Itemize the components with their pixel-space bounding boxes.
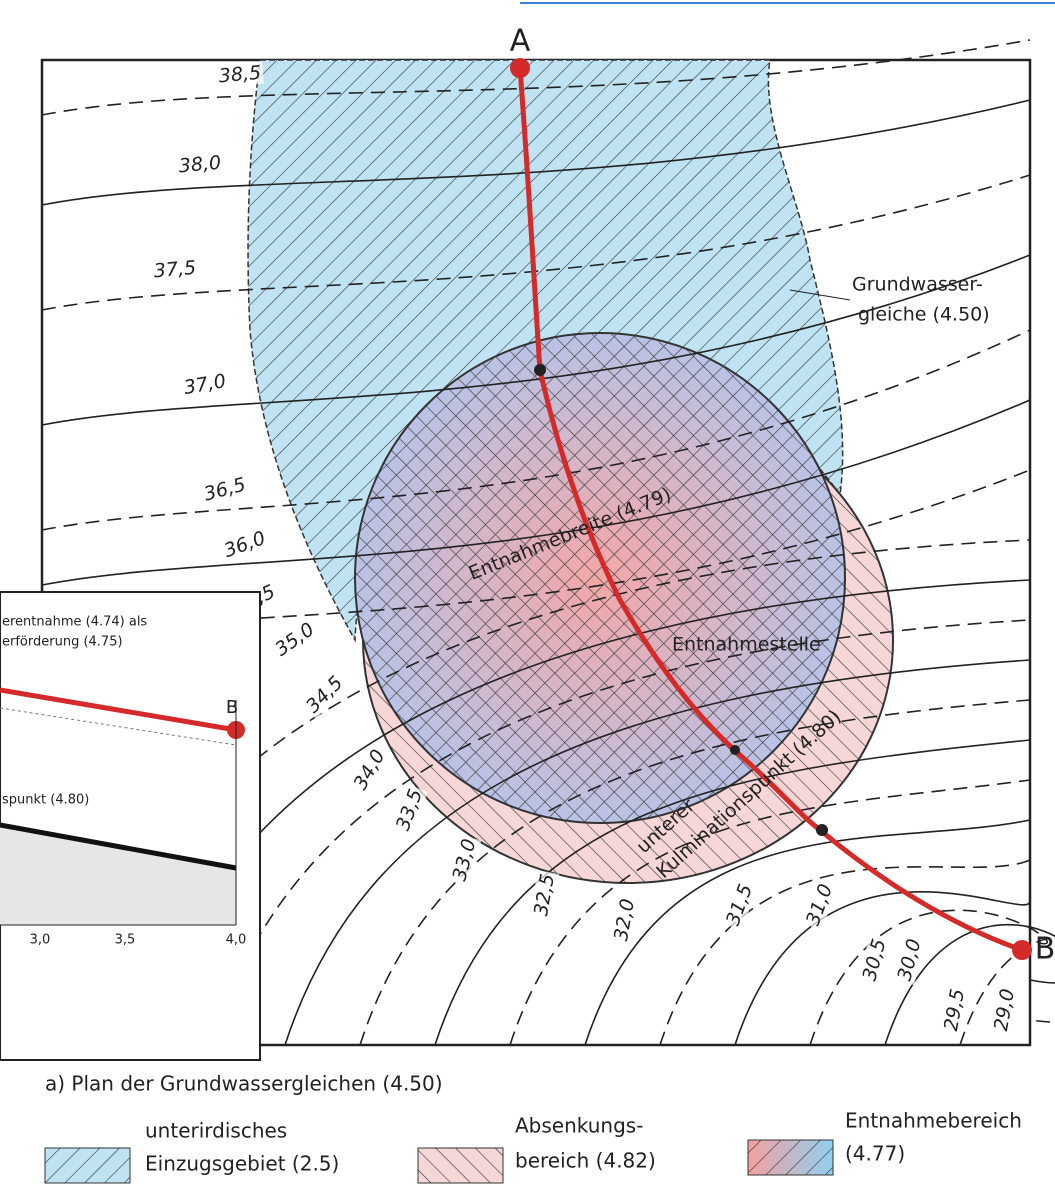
contour-label-bg: [447, 834, 482, 886]
point-label: A: [510, 24, 531, 59]
contour-label-bg: [529, 870, 560, 920]
legend-swatch: [418, 1148, 503, 1183]
legend-label: bereich (4.82): [515, 1149, 656, 1173]
inset-ground: [0, 707, 237, 746]
inset-section: [0, 687, 237, 733]
point-b: [1012, 940, 1032, 960]
legend-swatch: [45, 1148, 130, 1183]
contour: [41, 254, 1031, 426]
contour-label: 38,5: [218, 62, 262, 88]
junction: [534, 364, 546, 376]
contour-label-bg: [150, 256, 199, 283]
caption: a) Plan der Grundwassergleichen (4.50): [45, 1072, 443, 1096]
contour: [284, 659, 1031, 1046]
aquifer: [0, 825, 236, 925]
contour: [434, 739, 1031, 1046]
contour: [809, 909, 1048, 1046]
point-a: [510, 58, 530, 78]
annotation: Entnahmestelle: [672, 634, 821, 656]
contour-label-bg: [939, 985, 970, 1035]
inset-tick: 3,0: [30, 933, 51, 948]
contour-label: 38,0: [178, 152, 222, 178]
contour: [41, 39, 1031, 116]
inset-text: erentnahme (4.74) als: [2, 615, 147, 630]
inset-point-label: B: [226, 697, 238, 718]
contour: [659, 859, 1031, 1046]
section-line: [517, 67, 1023, 953]
inset-text: spunkt (4.80): [2, 793, 89, 808]
contour: [734, 891, 1031, 1046]
leader: [789, 289, 851, 301]
withdrawal-hatch-b: [355, 333, 845, 823]
legend-label: Absenkungs-: [515, 1114, 643, 1138]
legend-label: unterirdisches: [145, 1119, 287, 1143]
contour: [584, 819, 1031, 1046]
contour-label-bg: [609, 895, 640, 945]
contour-label-bg: [857, 934, 892, 986]
junction: [816, 824, 828, 836]
contour-label-bg: [219, 526, 271, 563]
legend-label: (4.77): [845, 1142, 905, 1166]
contour: [41, 174, 1031, 311]
annotation: gleiche (4.50): [858, 304, 990, 326]
contour: [509, 779, 1031, 1046]
contour: [41, 329, 1031, 531]
point-label: B: [1035, 932, 1055, 967]
contour-label-bg: [989, 985, 1020, 1035]
contour: [41, 399, 1031, 586]
inset-tick: 3,5: [115, 933, 136, 948]
contour: [41, 99, 1031, 206]
contour-label-bg: [199, 472, 251, 507]
legend-label: Entnahmebereich: [845, 1109, 1022, 1133]
contour-label-bg: [269, 617, 320, 662]
map: A B Grundwasser- gleiche (4.50) Entnahme…: [40, 24, 1055, 1047]
contour-label-bg: [801, 879, 838, 931]
contour-label-bg: [721, 879, 758, 931]
legend: unterirdisches Einzugsgebiet (2.5) Absen…: [44, 1109, 1022, 1184]
water-table: [0, 822, 237, 871]
junction: [730, 745, 740, 755]
inset-tick: 4,0: [226, 933, 247, 948]
legend-label: Einzugsgebiet (2.5): [145, 1152, 339, 1176]
contour-label-bg: [300, 670, 349, 719]
contour-label-bg: [180, 369, 230, 400]
contour-label: 37,5: [153, 257, 197, 283]
annotation: Grundwasser-: [852, 274, 983, 296]
inset-text: erförderung (4.75): [2, 635, 123, 650]
contour-label-bg: [175, 151, 224, 178]
contour-label-bg: [892, 934, 927, 986]
inset: erentnahme (4.74) als erförderung (4.75)…: [0, 591, 261, 1061]
contour: [884, 923, 1055, 1046]
contour-label-bg: [215, 61, 264, 88]
contour-label-bg: [391, 784, 428, 836]
contour-label-bg: [348, 744, 391, 796]
inset-frame: [0, 591, 261, 1061]
legend-swatch: [748, 1140, 833, 1175]
